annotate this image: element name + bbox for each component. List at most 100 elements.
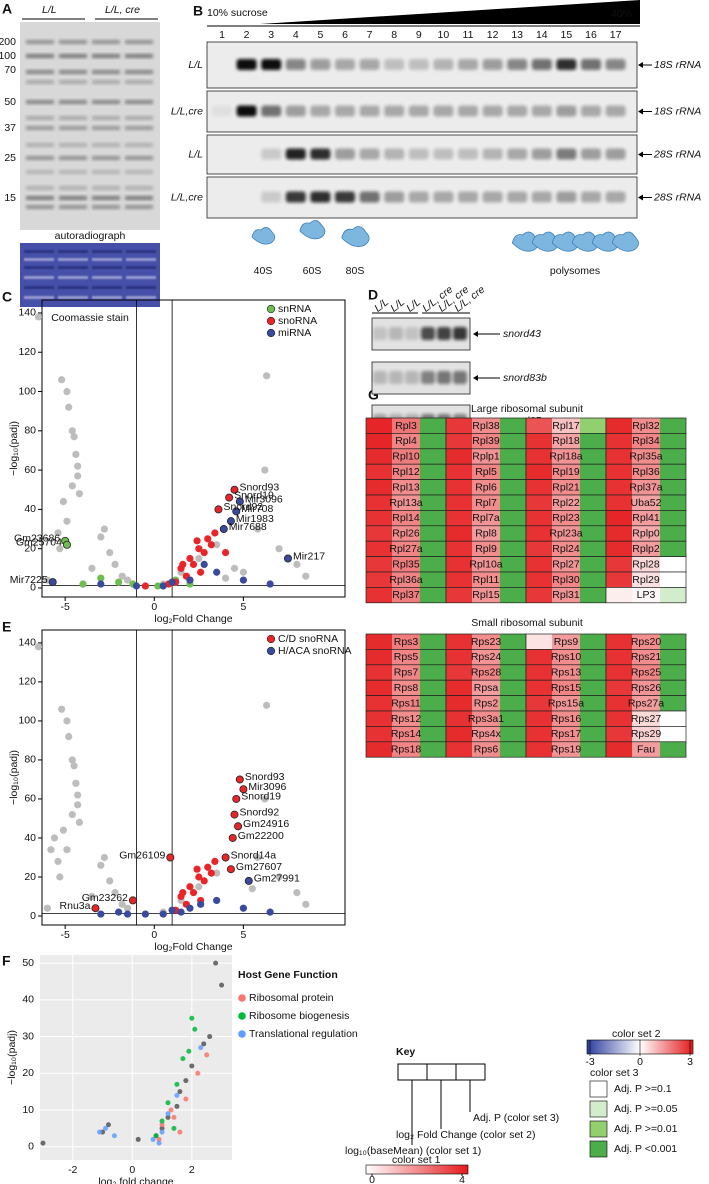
colorbar-tick-label: 4 [459, 1174, 465, 1184]
gene-label: Rps16 [551, 713, 582, 725]
y-tick-label: 50 [22, 957, 34, 969]
gradient-label: 40% [611, 8, 632, 20]
cell-adj-p [660, 479, 686, 495]
cell-adj-p [500, 587, 526, 603]
cell-fold-change [472, 418, 500, 434]
data-point [221, 549, 230, 557]
gel-band [92, 126, 120, 130]
data-point [283, 554, 292, 563]
cell-fold-change [632, 711, 660, 727]
cell-base-mean [526, 634, 552, 650]
data-point [189, 560, 198, 568]
y-axis-label: −log₁₀(padj) [8, 421, 20, 476]
blot-band [458, 191, 478, 203]
data-point [213, 541, 221, 549]
gene-label: Rps15 [551, 682, 582, 694]
arrow-head [638, 194, 643, 201]
cell-adj-p [500, 634, 526, 650]
gene-label: Rpl28 [632, 558, 660, 570]
mw-marker: 200 [0, 36, 16, 48]
gene-label: Rps15a [548, 697, 584, 709]
point-label: Gm27991 [254, 873, 300, 885]
data-point [111, 889, 119, 897]
data-point [174, 1081, 180, 1087]
cell-adj-p [660, 741, 686, 758]
cell-adj-p [420, 510, 446, 526]
blot-band [236, 59, 257, 70]
legend-label: Adj. P <0.001 [614, 1143, 677, 1155]
x-tick-label: 0 [151, 929, 157, 941]
blot-band [433, 105, 454, 117]
gene-label: Rpl23a [549, 528, 582, 540]
gene-label: Rpl14 [392, 512, 420, 524]
gel-band [26, 40, 54, 44]
lane-number: 1 [219, 29, 225, 41]
cell-base-mean [446, 479, 472, 495]
blot-band [335, 59, 355, 70]
blot-band [310, 191, 331, 203]
gene-label: Rps6 [474, 744, 499, 756]
gene-label: Rplp0 [632, 528, 660, 540]
cell-base-mean [526, 464, 552, 480]
cell-adj-p [420, 649, 446, 665]
legend-swatch [238, 1030, 246, 1038]
data-point [54, 529, 62, 537]
blot-band [384, 105, 405, 117]
y-tick-label: 120 [18, 346, 36, 358]
cell-fold-change [632, 680, 660, 696]
blot-band [556, 191, 577, 203]
gene-label: Rps25 [631, 667, 662, 679]
blot-band [458, 59, 478, 70]
legend-title: color set 3 [590, 1067, 639, 1079]
data-point [230, 485, 239, 494]
cell-base-mean [446, 726, 472, 742]
blot-band [581, 105, 601, 117]
gel-band [58, 258, 88, 261]
gene-label: Rps18 [391, 744, 422, 756]
cell-adj-p [660, 510, 686, 526]
gene-label: Rplp2 [632, 543, 660, 555]
gel-band [126, 258, 156, 261]
blot-band [458, 148, 478, 160]
data-point [197, 900, 205, 908]
cell-fold-change [472, 649, 500, 665]
cell-fold-change [392, 418, 420, 434]
gel-band [26, 205, 54, 209]
cell-adj-p [660, 541, 686, 557]
data-point [302, 572, 310, 580]
cell-adj-p [660, 433, 686, 449]
point-label: Mir3096 [245, 493, 283, 505]
gel-band [59, 70, 87, 74]
cell-base-mean [526, 711, 552, 727]
cell-fold-change [552, 556, 580, 572]
gel-band [125, 143, 153, 147]
x-tick-label: 0 [151, 601, 157, 613]
cell-base-mean [446, 510, 472, 526]
blot-band [482, 148, 503, 160]
data-point [106, 549, 114, 557]
blot-band [359, 105, 380, 117]
cell-adj-p [660, 525, 686, 542]
cell-adj-p [420, 541, 446, 557]
gene-label: Rpl37a [629, 481, 662, 493]
mw-marker: 15 [4, 192, 16, 204]
cell-fold-change [552, 495, 580, 511]
cell-adj-p [500, 510, 526, 526]
blot-band [285, 191, 306, 203]
cell-base-mean [366, 541, 392, 557]
cell-base-mean [526, 587, 552, 603]
arrow-head [473, 375, 478, 381]
gel-band [92, 116, 120, 120]
cell-fold-change [552, 634, 580, 650]
cell-fold-change [392, 433, 420, 449]
data-point [74, 801, 82, 809]
x-tick-label: -2 [68, 1164, 77, 1176]
plot-frame [41, 299, 346, 598]
lane-number: 14 [536, 29, 548, 41]
cell-base-mean [446, 649, 472, 665]
cell-adj-p [580, 464, 606, 480]
gel-band [26, 186, 54, 190]
lane-number: 7 [367, 29, 373, 41]
blot-band [310, 148, 331, 160]
